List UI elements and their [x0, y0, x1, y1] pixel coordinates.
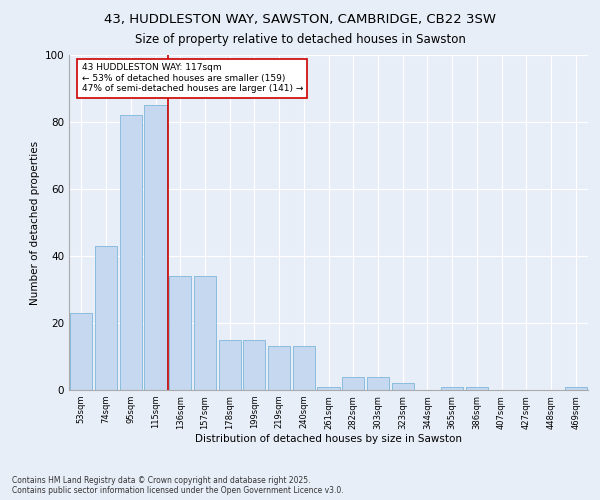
Bar	[293, 346, 315, 390]
Text: 43 HUDDLESTON WAY: 117sqm
← 53% of detached houses are smaller (159)
47% of semi: 43 HUDDLESTON WAY: 117sqm ← 53% of detac…	[82, 64, 303, 93]
Bar	[441, 386, 463, 390]
Y-axis label: Number of detached properties: Number of detached properties	[31, 140, 40, 304]
Bar	[218, 340, 241, 390]
Bar	[70, 313, 92, 390]
Bar	[367, 376, 389, 390]
Bar	[392, 384, 414, 390]
Bar	[466, 386, 488, 390]
Text: Contains HM Land Registry data © Crown copyright and database right 2025.
Contai: Contains HM Land Registry data © Crown c…	[12, 476, 344, 495]
Bar	[243, 340, 265, 390]
X-axis label: Distribution of detached houses by size in Sawston: Distribution of detached houses by size …	[195, 434, 462, 444]
Bar	[317, 386, 340, 390]
Text: Size of property relative to detached houses in Sawston: Size of property relative to detached ho…	[134, 32, 466, 46]
Bar	[169, 276, 191, 390]
Bar	[145, 106, 167, 390]
Bar	[95, 246, 117, 390]
Text: 43, HUDDLESTON WAY, SAWSTON, CAMBRIDGE, CB22 3SW: 43, HUDDLESTON WAY, SAWSTON, CAMBRIDGE, …	[104, 12, 496, 26]
Bar	[119, 116, 142, 390]
Bar	[342, 376, 364, 390]
Bar	[565, 386, 587, 390]
Bar	[268, 346, 290, 390]
Bar	[194, 276, 216, 390]
